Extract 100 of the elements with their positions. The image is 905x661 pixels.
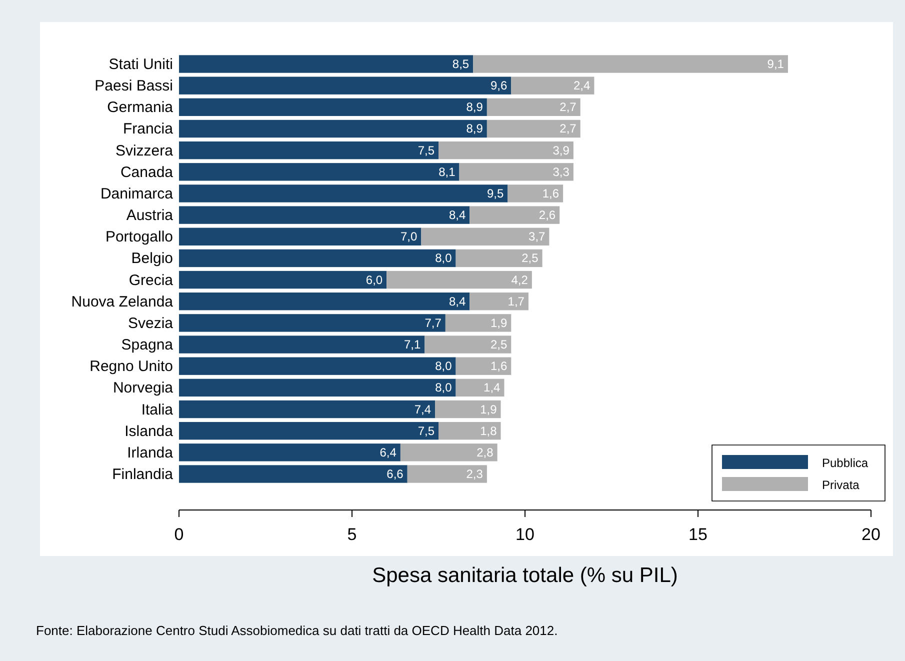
y-tick-label: Spagna xyxy=(121,336,174,354)
x-tick-label: 20 xyxy=(862,525,880,544)
bar xyxy=(179,184,508,202)
y-tick-label: Svizzera xyxy=(115,142,174,160)
y-tick-label: Austria xyxy=(126,207,174,224)
data-label: 8,4 xyxy=(448,208,466,222)
bar xyxy=(179,378,456,397)
data-label: 1,7 xyxy=(508,294,525,308)
bar xyxy=(179,249,456,268)
data-label: 8,1 xyxy=(438,164,456,179)
data-label: 6,6 xyxy=(386,466,404,481)
data-label: 8,0 xyxy=(435,359,452,374)
bar xyxy=(179,120,487,138)
bar xyxy=(456,249,542,268)
text: Privata xyxy=(822,478,860,492)
bar xyxy=(508,184,564,202)
data-label: 1,6 xyxy=(542,186,560,200)
data-label: 1,6 xyxy=(490,359,508,374)
bar xyxy=(179,444,400,462)
bar xyxy=(179,314,446,332)
x-axis-title: Spesa sanitaria totale (% su PIL) xyxy=(372,564,678,587)
bar xyxy=(179,206,470,224)
y-tick-label: Stati Uniti xyxy=(108,56,173,74)
bar xyxy=(386,270,532,289)
y-tick-label: Germania xyxy=(107,99,174,116)
data-label: 2,3 xyxy=(466,466,484,481)
bar xyxy=(407,465,487,483)
data-label: 6,0 xyxy=(366,272,383,287)
data-label: 2,7 xyxy=(560,100,577,114)
bar xyxy=(445,314,512,332)
bar xyxy=(179,270,387,289)
data-label: 8,9 xyxy=(466,100,484,114)
bar xyxy=(179,228,422,246)
y-tick-label: Belgio xyxy=(131,250,173,268)
x-tick-label: 10 xyxy=(516,525,534,544)
data-label: 3,3 xyxy=(552,164,570,179)
bar xyxy=(179,98,487,116)
y-tick-label: Portogallo xyxy=(105,228,173,246)
text: Pubblica xyxy=(822,456,868,470)
y-tick-label: Norvegia xyxy=(112,380,174,397)
data-label: 9,5 xyxy=(487,186,504,200)
bar xyxy=(473,55,788,73)
bar xyxy=(179,422,438,440)
bar xyxy=(486,98,580,116)
data-label: 4,2 xyxy=(511,272,528,287)
data-label: 8,0 xyxy=(435,380,452,395)
data-label: 9,1 xyxy=(767,57,784,72)
data-label: 2,4 xyxy=(574,78,591,93)
source-note: Fonte: Elaborazione Centro Studi Assobiomedica su dati tratti da OECD Health Data 2012. xyxy=(36,623,558,638)
data-label: 2,7 xyxy=(560,122,577,136)
y-tick-label: Svezia xyxy=(128,314,174,332)
y-tick-label: Danimarca xyxy=(100,185,174,202)
bar xyxy=(179,357,456,375)
bar xyxy=(179,55,474,73)
bar xyxy=(400,444,498,462)
bar xyxy=(424,336,512,354)
y-tick-label: Nuova Zelanda xyxy=(71,293,174,310)
data-label: 3,7 xyxy=(528,230,546,244)
data-label: 9,6 xyxy=(490,78,508,93)
bar xyxy=(179,76,512,94)
data-label: 2,5 xyxy=(490,338,508,352)
bar xyxy=(421,228,550,246)
bar xyxy=(179,141,438,160)
bar xyxy=(179,336,425,354)
data-label: 2,6 xyxy=(538,208,556,222)
bar xyxy=(179,400,436,418)
y-tick-label: Canada xyxy=(120,164,174,181)
bar xyxy=(179,163,460,181)
data-label: 7,1 xyxy=(404,338,421,352)
data-label: 7,5 xyxy=(418,143,435,158)
bar xyxy=(438,141,574,160)
data-label: 3,9 xyxy=(552,143,570,158)
x-tick-label: 15 xyxy=(688,525,708,544)
bar xyxy=(459,163,574,181)
data-label: 7,4 xyxy=(414,402,432,416)
data-label: 2,5 xyxy=(522,251,539,266)
data-label: 1,9 xyxy=(480,402,498,416)
y-tick-label: Irlanda xyxy=(127,444,174,462)
data-label: 8,4 xyxy=(448,294,466,308)
bar xyxy=(456,378,504,397)
bar xyxy=(179,292,470,310)
data-label: 7,7 xyxy=(424,316,442,330)
bar xyxy=(470,206,560,224)
data-label: 1,8 xyxy=(480,424,498,438)
bar xyxy=(435,400,501,418)
data-label: 7,5 xyxy=(418,424,435,438)
data-label: 7,0 xyxy=(400,230,418,244)
y-tick-label: Finlandia xyxy=(112,466,174,483)
y-tick-label: Islanda xyxy=(124,422,174,440)
data-label: 6,4 xyxy=(380,445,397,460)
y-tick-label: Regno Unito xyxy=(90,358,173,376)
data-label: 8,0 xyxy=(435,251,452,266)
bar xyxy=(179,465,408,483)
data-label: 1,9 xyxy=(490,316,508,330)
bar xyxy=(438,422,501,440)
y-tick-label: Francia xyxy=(122,120,174,138)
y-tick-label: Paesi Bassi xyxy=(94,78,173,95)
bar xyxy=(470,292,528,310)
data-label: 2,8 xyxy=(476,445,494,460)
data-label: 8,9 xyxy=(466,122,484,136)
